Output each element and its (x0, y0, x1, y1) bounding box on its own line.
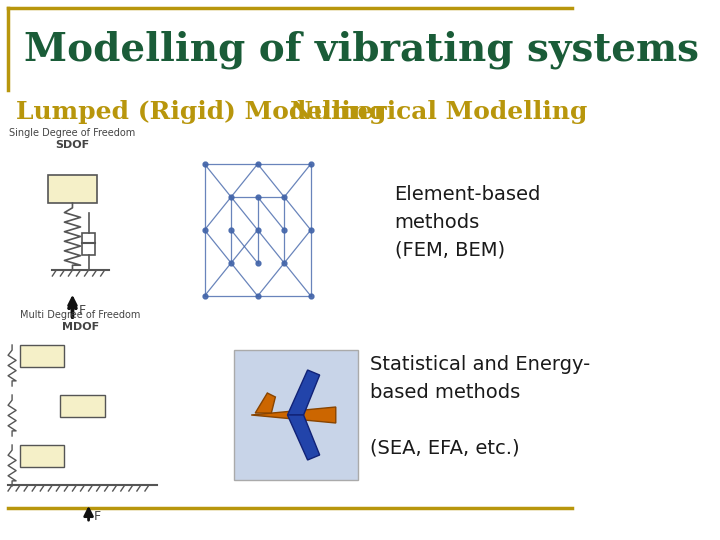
Text: MDOF: MDOF (62, 322, 99, 332)
Bar (60, 395, 104, 417)
Text: Single Degree of Freedom: Single Degree of Freedom (9, 128, 135, 138)
Polygon shape (251, 407, 336, 423)
Text: SDOF: SDOF (55, 140, 89, 150)
Polygon shape (287, 370, 320, 415)
Text: Lumped (Rigid) Modelling: Lumped (Rigid) Modelling (16, 100, 387, 124)
Bar (20, 445, 64, 467)
Bar (82, 233, 95, 255)
Polygon shape (287, 415, 320, 460)
Polygon shape (256, 393, 275, 413)
Text: Numerical Modelling: Numerical Modelling (290, 100, 588, 124)
Text: F: F (79, 303, 86, 316)
Bar (20, 345, 64, 367)
Text: Multi Degree of Freedom: Multi Degree of Freedom (20, 310, 140, 320)
Text: Statistical and Energy-
based methods

(SEA, EFA, etc.): Statistical and Energy- based methods (S… (370, 355, 590, 458)
Text: Modelling of vibrating systems: Modelling of vibrating systems (24, 31, 699, 69)
Text: Element-based
methods
(FEM, BEM): Element-based methods (FEM, BEM) (395, 185, 541, 260)
Text: F: F (94, 510, 101, 523)
Bar (233, 350, 359, 480)
Bar (48, 175, 96, 203)
